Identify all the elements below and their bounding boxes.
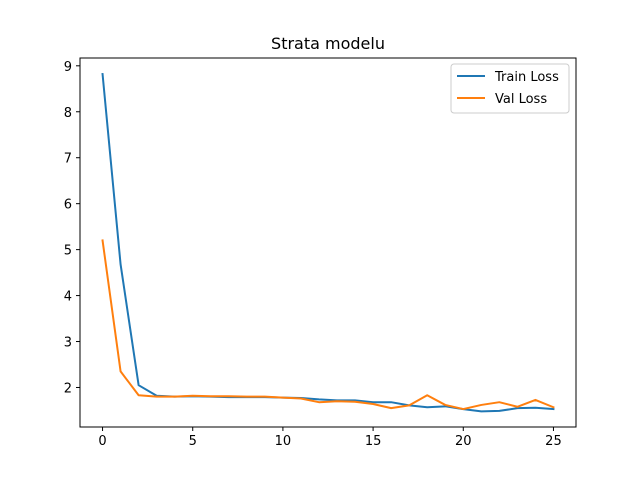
plot-frame xyxy=(79,57,577,428)
x-tick-label: 25 xyxy=(545,434,562,449)
chart-title: Strata modelu xyxy=(271,34,385,53)
y-tick-label: 7 xyxy=(64,152,72,167)
x-tick-label: 15 xyxy=(365,434,382,449)
x-tick-label: 5 xyxy=(189,434,197,449)
legend-label-0: Train Loss xyxy=(494,70,559,85)
axes-layer: 0 5 10 15 20 25 2 3 4 5 6 7 8 9 xyxy=(64,57,577,449)
x-tick-label: 0 xyxy=(98,434,106,449)
y-tick-label: 5 xyxy=(64,244,72,259)
y-tick-label: 8 xyxy=(64,106,72,121)
y-tick-label: 6 xyxy=(64,198,72,213)
y-tick-label: 9 xyxy=(64,60,72,75)
series-line-1 xyxy=(101,239,555,411)
y-tick-label: 4 xyxy=(64,290,72,305)
legend-label-1: Val Loss xyxy=(495,92,547,107)
x-tick-label: 10 xyxy=(275,434,292,449)
legend: Train Loss Val Loss xyxy=(450,63,570,114)
series-layer xyxy=(101,72,555,413)
x-tick-label: 20 xyxy=(455,434,472,449)
y-tick-label: 2 xyxy=(64,381,72,396)
y-tick-label: 3 xyxy=(64,336,72,351)
